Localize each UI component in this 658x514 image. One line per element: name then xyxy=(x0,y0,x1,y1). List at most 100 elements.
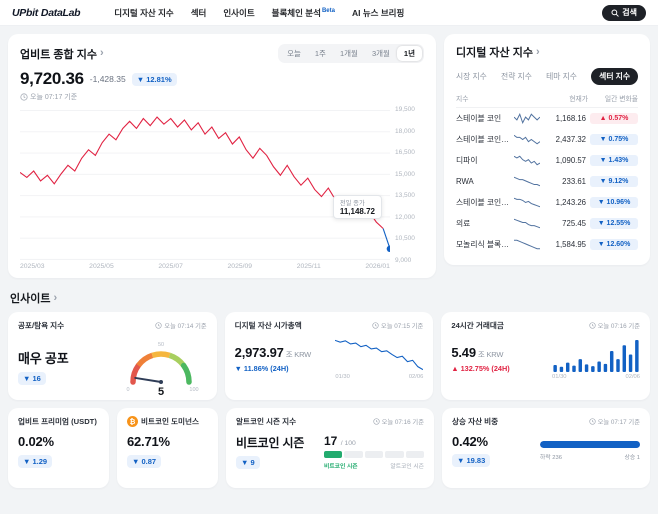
composite-change-abs: -1,428.35 xyxy=(89,74,126,84)
index-row[interactable]: 디파이 1,090.57 ▼ 1.43% xyxy=(456,150,638,171)
market-cap-x-end: 02/06 xyxy=(408,374,424,380)
nav-item[interactable]: 섹터 xyxy=(190,7,207,18)
volume-title: 24시간 거래대금 xyxy=(451,321,504,330)
composite-as-of: 오늘 07:17 기준 xyxy=(20,92,424,102)
index-row[interactable]: 스테이블 코인 1,168.16 ▲ 0.57% xyxy=(456,108,638,129)
range-tab[interactable]: 3개월 xyxy=(371,49,390,58)
logo-datalab: DataLab xyxy=(40,6,81,19)
index-tab[interactable]: 테마 지수 xyxy=(546,72,577,81)
search-button[interactable]: 검색 xyxy=(602,4,646,21)
main-nav: 디지털 자산 지수 섹터 인사이트 블록체인 분석Beta AI 뉴스 브리핑 xyxy=(114,7,404,19)
beta-badge: Beta xyxy=(321,7,335,14)
range-tab[interactable]: 1주 xyxy=(314,49,326,58)
nav-item[interactable]: 인사이트 xyxy=(223,7,255,18)
y-tick: 15,000 xyxy=(395,170,415,178)
index-sparkline xyxy=(514,134,540,145)
x-tick: 2025/07 xyxy=(158,263,183,270)
nav-item[interactable]: AI 뉴스 브리핑 xyxy=(351,7,405,18)
x-axis-labels: 2025/03 2025/05 2025/07 2025/09 2025/11 2026/… xyxy=(20,263,390,270)
x-tick: 2025/09 xyxy=(227,263,253,270)
logo-upbit: UPbit xyxy=(12,6,38,19)
y-tick: 12,000 xyxy=(395,213,415,221)
search-icon xyxy=(611,8,619,17)
breadth-card[interactable]: 상승 자산 비중 오늘 07:17 기준 0.42% ▼ 19.83 하락 23… xyxy=(442,408,650,488)
index-name: 의료 xyxy=(456,219,471,228)
altseason-segment xyxy=(364,451,384,458)
chart-tooltip: 전일 종가 11,148.72 xyxy=(332,194,382,219)
x-tick: 2025/05 xyxy=(89,263,114,270)
btc-dominance-value: 62.71% xyxy=(127,434,170,449)
y-tick: 9,000 xyxy=(395,256,412,264)
index-tab[interactable]: 시장 지수 xyxy=(456,72,487,81)
breadth-as-of: 오늘 07:17 기준 xyxy=(588,417,640,426)
index-sparkline xyxy=(514,176,540,187)
breadth-badge: ▼ 19.83 xyxy=(452,454,491,467)
index-price: 2,437.32 xyxy=(555,135,586,144)
composite-chart[interactable]: 전일 종가 11,148.72 xyxy=(20,110,390,260)
market-cap-chart: 01/30 02/06 xyxy=(335,338,424,380)
altseason-left-label: 비트코인 시즌 xyxy=(324,464,358,470)
index-change-badge: ▲ 0.57% xyxy=(590,113,638,124)
tooltip-label: 전일 종가 xyxy=(339,199,365,207)
fear-greed-title: 공포/탐욕 지수 xyxy=(18,321,65,330)
upbit-premium-card[interactable]: 업비트 프리미엄 (USDT) 0.02% ▼ 1.29 xyxy=(8,408,109,488)
btc-dominance-card[interactable]: ₿ 비트코인 도미넌스 62.71% ▼ 0.87 xyxy=(117,408,218,488)
altseason-badge: ▼ 9 xyxy=(236,456,260,469)
altseason-score-max: / 100 xyxy=(340,440,356,447)
index-change-badge: ▼ 12.60% xyxy=(590,239,638,250)
index-sparkline xyxy=(514,197,540,208)
y-tick: 16,500 xyxy=(395,149,415,157)
chevron-right-icon: › xyxy=(99,47,104,59)
gauge-needle xyxy=(133,376,162,383)
index-change-badge: ▼ 9.12% xyxy=(590,176,638,187)
y-axis-labels: 19,500 18,000 16,500 15,000 13,500 12,000 10,5… xyxy=(390,106,424,264)
clock-icon xyxy=(372,322,379,329)
insights-row-2: 업비트 프리미엄 (USDT) 0.02% ▼ 1.29 ₿ 비트코인 도미넌스… xyxy=(8,408,650,488)
breadth-meter: 하락 236 상승 1 xyxy=(540,441,640,461)
index-sparkline xyxy=(514,218,540,229)
btc-dominance-badge: ▼ 0.87 xyxy=(127,455,162,468)
upbit-premium-value: 0.02% xyxy=(18,434,54,449)
gauge-max-label: 100 xyxy=(189,387,198,393)
nav-item[interactable]: 블록체인 분석Beta xyxy=(271,7,335,18)
gauge-value: 5 xyxy=(158,386,164,396)
top-header: UPbit DataLab 디지털 자산 지수 섹터 인사이트 블록체인 분석Beta… xyxy=(0,0,658,26)
clock-icon xyxy=(588,322,596,329)
market-cap-value: 2,973.97 조 KRW xyxy=(234,345,312,360)
range-tab[interactable]: 오늘 xyxy=(287,49,301,58)
nav-item[interactable]: 디지털 자산 지수 xyxy=(114,7,174,18)
index-price: 1,168.16 xyxy=(555,114,586,123)
index-price: 233.61 xyxy=(562,177,586,186)
market-cap-x-start: 01/30 xyxy=(335,374,350,380)
upbit-datalab-logo[interactable]: UPbit DataLab xyxy=(12,6,81,19)
digital-asset-index-title-link[interactable]: 디지털 자산 지수 › xyxy=(456,44,638,60)
index-row[interactable]: RWA 233.61 ▼ 9.12% xyxy=(456,171,638,192)
breadth-track xyxy=(540,441,640,448)
index-price: 1,584.95 xyxy=(555,240,586,249)
fear-greed-change-badge: ▼ 16 xyxy=(18,372,46,385)
altseason-card[interactable]: 알트코인 시즌 지수 오늘 07:16 기준 비트코인 시즌 ▼ 9 17 / … xyxy=(226,408,434,488)
altseason-meter: 17 / 100 비트코인 시즌 알트코인 시즌 xyxy=(324,434,425,470)
clock-icon xyxy=(155,322,162,329)
insights-title-link[interactable]: 인사이트 › xyxy=(10,290,650,306)
range-tab[interactable]: 1개월 xyxy=(339,49,358,58)
altseason-title: 알트코인 시즌 지수 xyxy=(236,417,297,426)
index-row[interactable]: 스테이블 코인 연관 ... 1,243.26 ▼ 10.96% xyxy=(456,192,638,213)
fear-greed-label: 매우 공포 xyxy=(18,351,69,366)
index-row[interactable]: 모놀리식 블록체인 1,584.95 ▼ 12.60% xyxy=(456,234,638,255)
range-tab[interactable]: 1년 xyxy=(396,46,422,61)
index-name: 모놀리식 블록체인 xyxy=(456,240,510,249)
index-tab[interactable]: 섹터 지수 xyxy=(591,68,638,85)
range-tabs: 오늘 1주 1개월 3개월 1년 xyxy=(278,44,424,63)
fear-greed-card[interactable]: 공포/탐욕 지수 오늘 07:14 기준 매우 공포 ▼ 16 xyxy=(8,312,217,400)
composite-index-title-link[interactable]: 업비트 종합 지수 › xyxy=(20,46,104,62)
market-cap-card[interactable]: 디지털 자산 시가총액 오늘 07:15 기준 2,973.97 조 KRW ▼ … xyxy=(224,312,434,400)
index-tab[interactable]: 전략 지수 xyxy=(501,72,532,81)
index-row[interactable]: 스테이블 코인 그룹 2,437.32 ▼ 0.75% xyxy=(456,129,638,150)
market-cap-as-of: 오늘 07:15 기준 xyxy=(372,321,423,330)
index-row[interactable]: 의료 725.45 ▼ 12.55% xyxy=(456,213,638,234)
altseason-bar xyxy=(324,451,425,458)
volume-card[interactable]: 24시간 거래대금 오늘 07:16 기준 5.49 조 KRW ▲ 132.75… xyxy=(441,312,651,400)
volume-value: 5.49 조 KRW xyxy=(451,345,504,360)
breadth-value: 0.42% xyxy=(452,434,488,449)
